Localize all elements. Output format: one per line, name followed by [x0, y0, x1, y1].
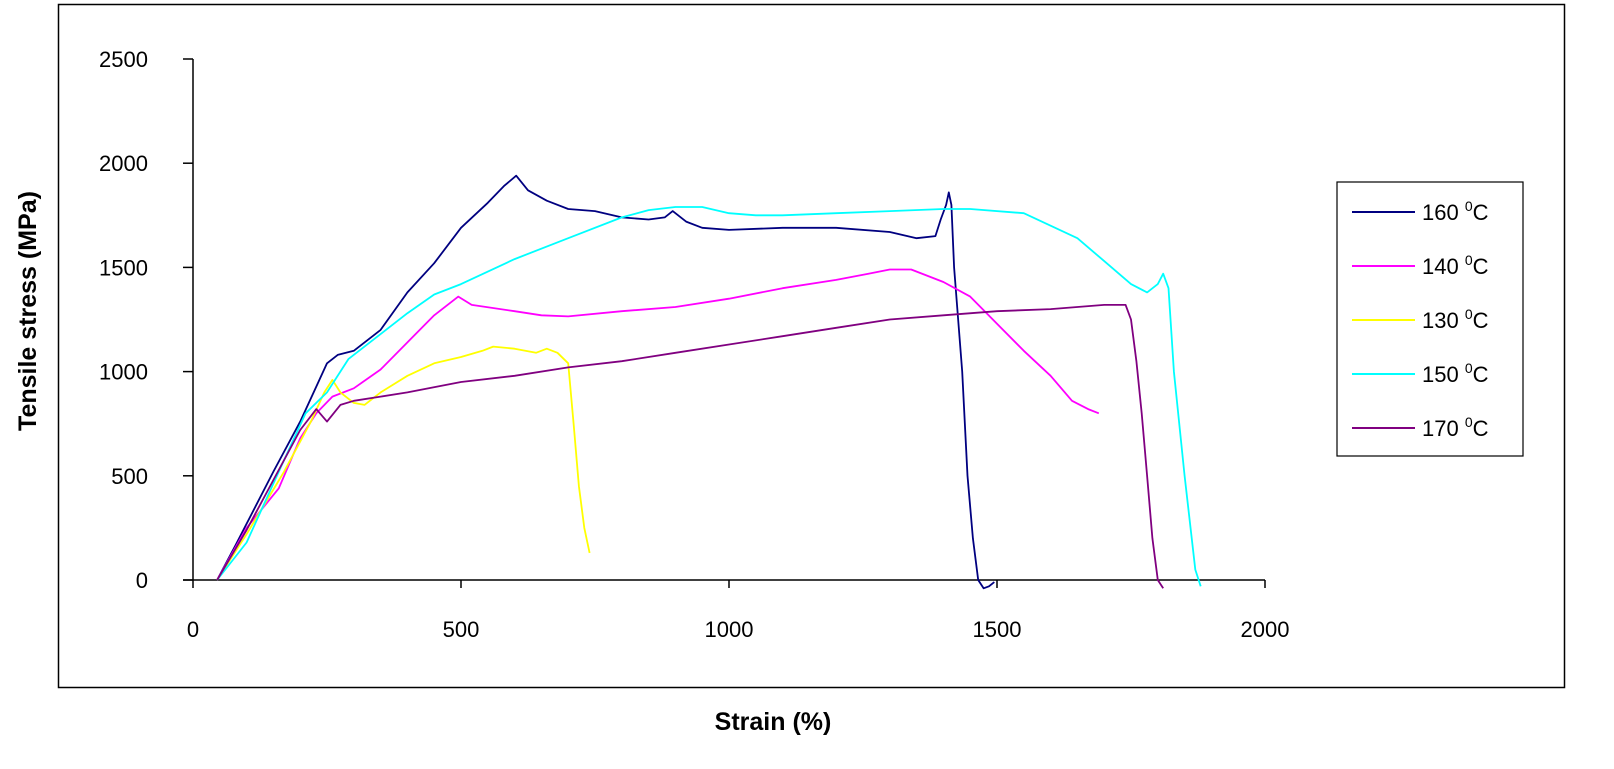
- legend-label-160: 160 0C: [1422, 198, 1489, 225]
- y-tick-label: 1000: [99, 360, 148, 385]
- legend-label-value: 130: [1422, 308, 1465, 333]
- x-tick-label: 500: [443, 617, 480, 642]
- y-tick-label: 0: [136, 568, 148, 593]
- y-tick-label: 500: [111, 464, 148, 489]
- legend-label-degree: 0: [1465, 414, 1473, 430]
- x-tick-label: 1500: [973, 617, 1022, 642]
- legend-label-value: 170: [1422, 416, 1465, 441]
- legend-label-130: 130 0C: [1422, 306, 1489, 333]
- y-tick-label: 1500: [99, 255, 148, 280]
- legend-label-unit: C: [1473, 362, 1489, 387]
- x-tick-label: 2000: [1241, 617, 1290, 642]
- x-tick-label: 0: [187, 617, 199, 642]
- legend-label-degree: 0: [1465, 198, 1473, 214]
- legend-label-value: 160: [1422, 200, 1465, 225]
- legend-label-degree: 0: [1465, 252, 1473, 268]
- legend-label-unit: C: [1473, 200, 1489, 225]
- x-tick-label: 1000: [705, 617, 754, 642]
- legend-label-unit: C: [1473, 254, 1489, 279]
- series-line-140: [216, 268, 1100, 581]
- chart-area-border: [57, 3, 1566, 689]
- x-axis-title: Strain (%): [715, 708, 832, 736]
- legend-label-degree: 0: [1465, 360, 1473, 376]
- legend-label-140: 140 0C: [1422, 252, 1489, 279]
- legend-label-value: 140: [1422, 254, 1465, 279]
- legend-label-170: 170 0C: [1422, 414, 1489, 441]
- y-tick-label: 2000: [99, 151, 148, 176]
- y-tick-label: 2500: [99, 47, 148, 72]
- legend-label-unit: C: [1473, 308, 1489, 333]
- legend-label-value: 150: [1422, 362, 1465, 387]
- series-line-150: [216, 206, 1202, 587]
- legend-label-degree: 0: [1465, 306, 1473, 322]
- legend-label-unit: C: [1473, 416, 1489, 441]
- series-line-160: [216, 174, 995, 590]
- legend-label-150: 150 0C: [1422, 360, 1489, 387]
- y-axis-title: Tensile stress (MPa): [14, 191, 42, 431]
- series-line-170: [216, 304, 1164, 589]
